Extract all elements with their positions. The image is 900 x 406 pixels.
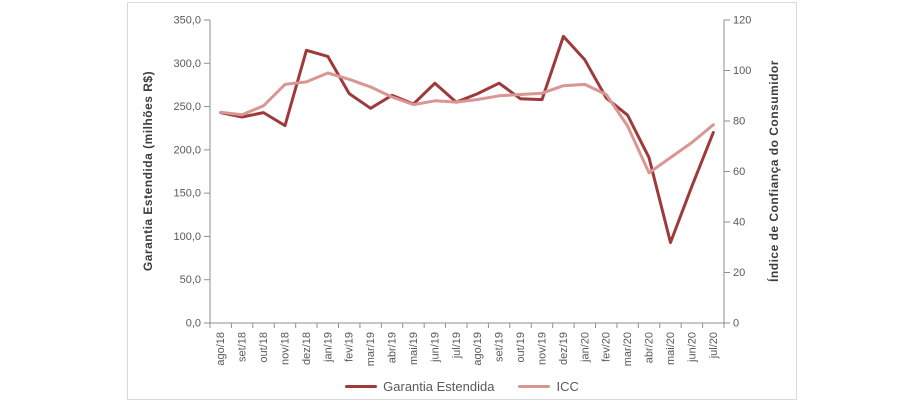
x-tick-label: mai/19 (408, 332, 420, 365)
right-axis-title: Índice de Confiança do Consumidor (766, 60, 781, 282)
x-tick-label: abr/19 (387, 332, 399, 363)
line-chart: Garantia Estendida (milhões R$) Índice d… (141, 15, 781, 367)
x-tick-label: set/19 (494, 332, 506, 362)
left-y-tick-label: 100,0 (173, 231, 201, 243)
right-y-tick-label: 40 (733, 217, 745, 229)
legend-item-icc: ICC (518, 379, 579, 394)
x-tick-label: set/18 (237, 332, 249, 362)
x-tick-label: mai/20 (665, 332, 677, 365)
x-tick-label: jan/19 (322, 332, 334, 363)
left-y-tick-label: 50,0 (180, 274, 201, 286)
x-tick-label: out/19 (515, 332, 527, 363)
right-y-tick-label: 0 (733, 318, 739, 330)
legend-item-garantia-estendida: Garantia Estendida (345, 379, 494, 394)
x-tick-label: fev/19 (344, 332, 356, 362)
x-tick-label: jan/20 (579, 332, 591, 363)
x-tick-label: fev/20 (601, 332, 613, 362)
x-tick-label: out/18 (258, 332, 270, 363)
x-tick-label: dez/19 (558, 332, 570, 365)
left-y-tick-label: 300,0 (173, 58, 201, 70)
legend-label-garantia: Garantia Estendida (383, 379, 495, 394)
legend-line-icc-swatch (518, 385, 551, 388)
x-tick-label: abr/20 (644, 332, 656, 363)
x-tick-label: jun/19 (429, 332, 441, 363)
left-y-tick-label: 350,0 (173, 15, 201, 27)
series-line-icc (219, 71, 715, 175)
chart-container: Garantia Estendida (milhões R$) Índice d… (127, 2, 797, 400)
series-line-garantia-estendida (219, 34, 715, 244)
left-y-tick-label: 150,0 (173, 188, 201, 200)
chart-legend: Garantia Estendida ICC (128, 379, 796, 394)
x-tick-label: dez/18 (301, 332, 313, 365)
x-tick-label: nov/19 (536, 332, 548, 365)
x-tick-label: mar/19 (365, 332, 377, 366)
left-axis-title: Garantia Estendida (milhões R$) (141, 71, 155, 271)
x-tick-label: nov/18 (279, 332, 291, 365)
right-y-tick-label: 120 (733, 15, 751, 27)
legend-line-garantia-swatch (345, 385, 378, 388)
right-y-tick-label: 20 (733, 267, 745, 279)
legend-label-icc: ICC (556, 379, 579, 394)
x-tick-label: ago/18 (215, 332, 227, 366)
x-tick-label: jul/20 (708, 332, 720, 359)
right-y-tick-label: 100 (733, 65, 751, 77)
left-y-tick-label: 0,0 (186, 318, 201, 330)
x-tick-label: jul/19 (451, 332, 463, 359)
right-y-tick-label: 60 (733, 166, 745, 178)
left-y-tick-label: 200,0 (173, 144, 201, 156)
right-y-tick-label: 80 (733, 116, 745, 128)
x-tick-label: ago/19 (472, 332, 484, 366)
left-y-tick-label: 250,0 (173, 101, 201, 113)
x-tick-label: jun/20 (686, 332, 698, 363)
x-tick-label: mar/20 (622, 332, 634, 366)
